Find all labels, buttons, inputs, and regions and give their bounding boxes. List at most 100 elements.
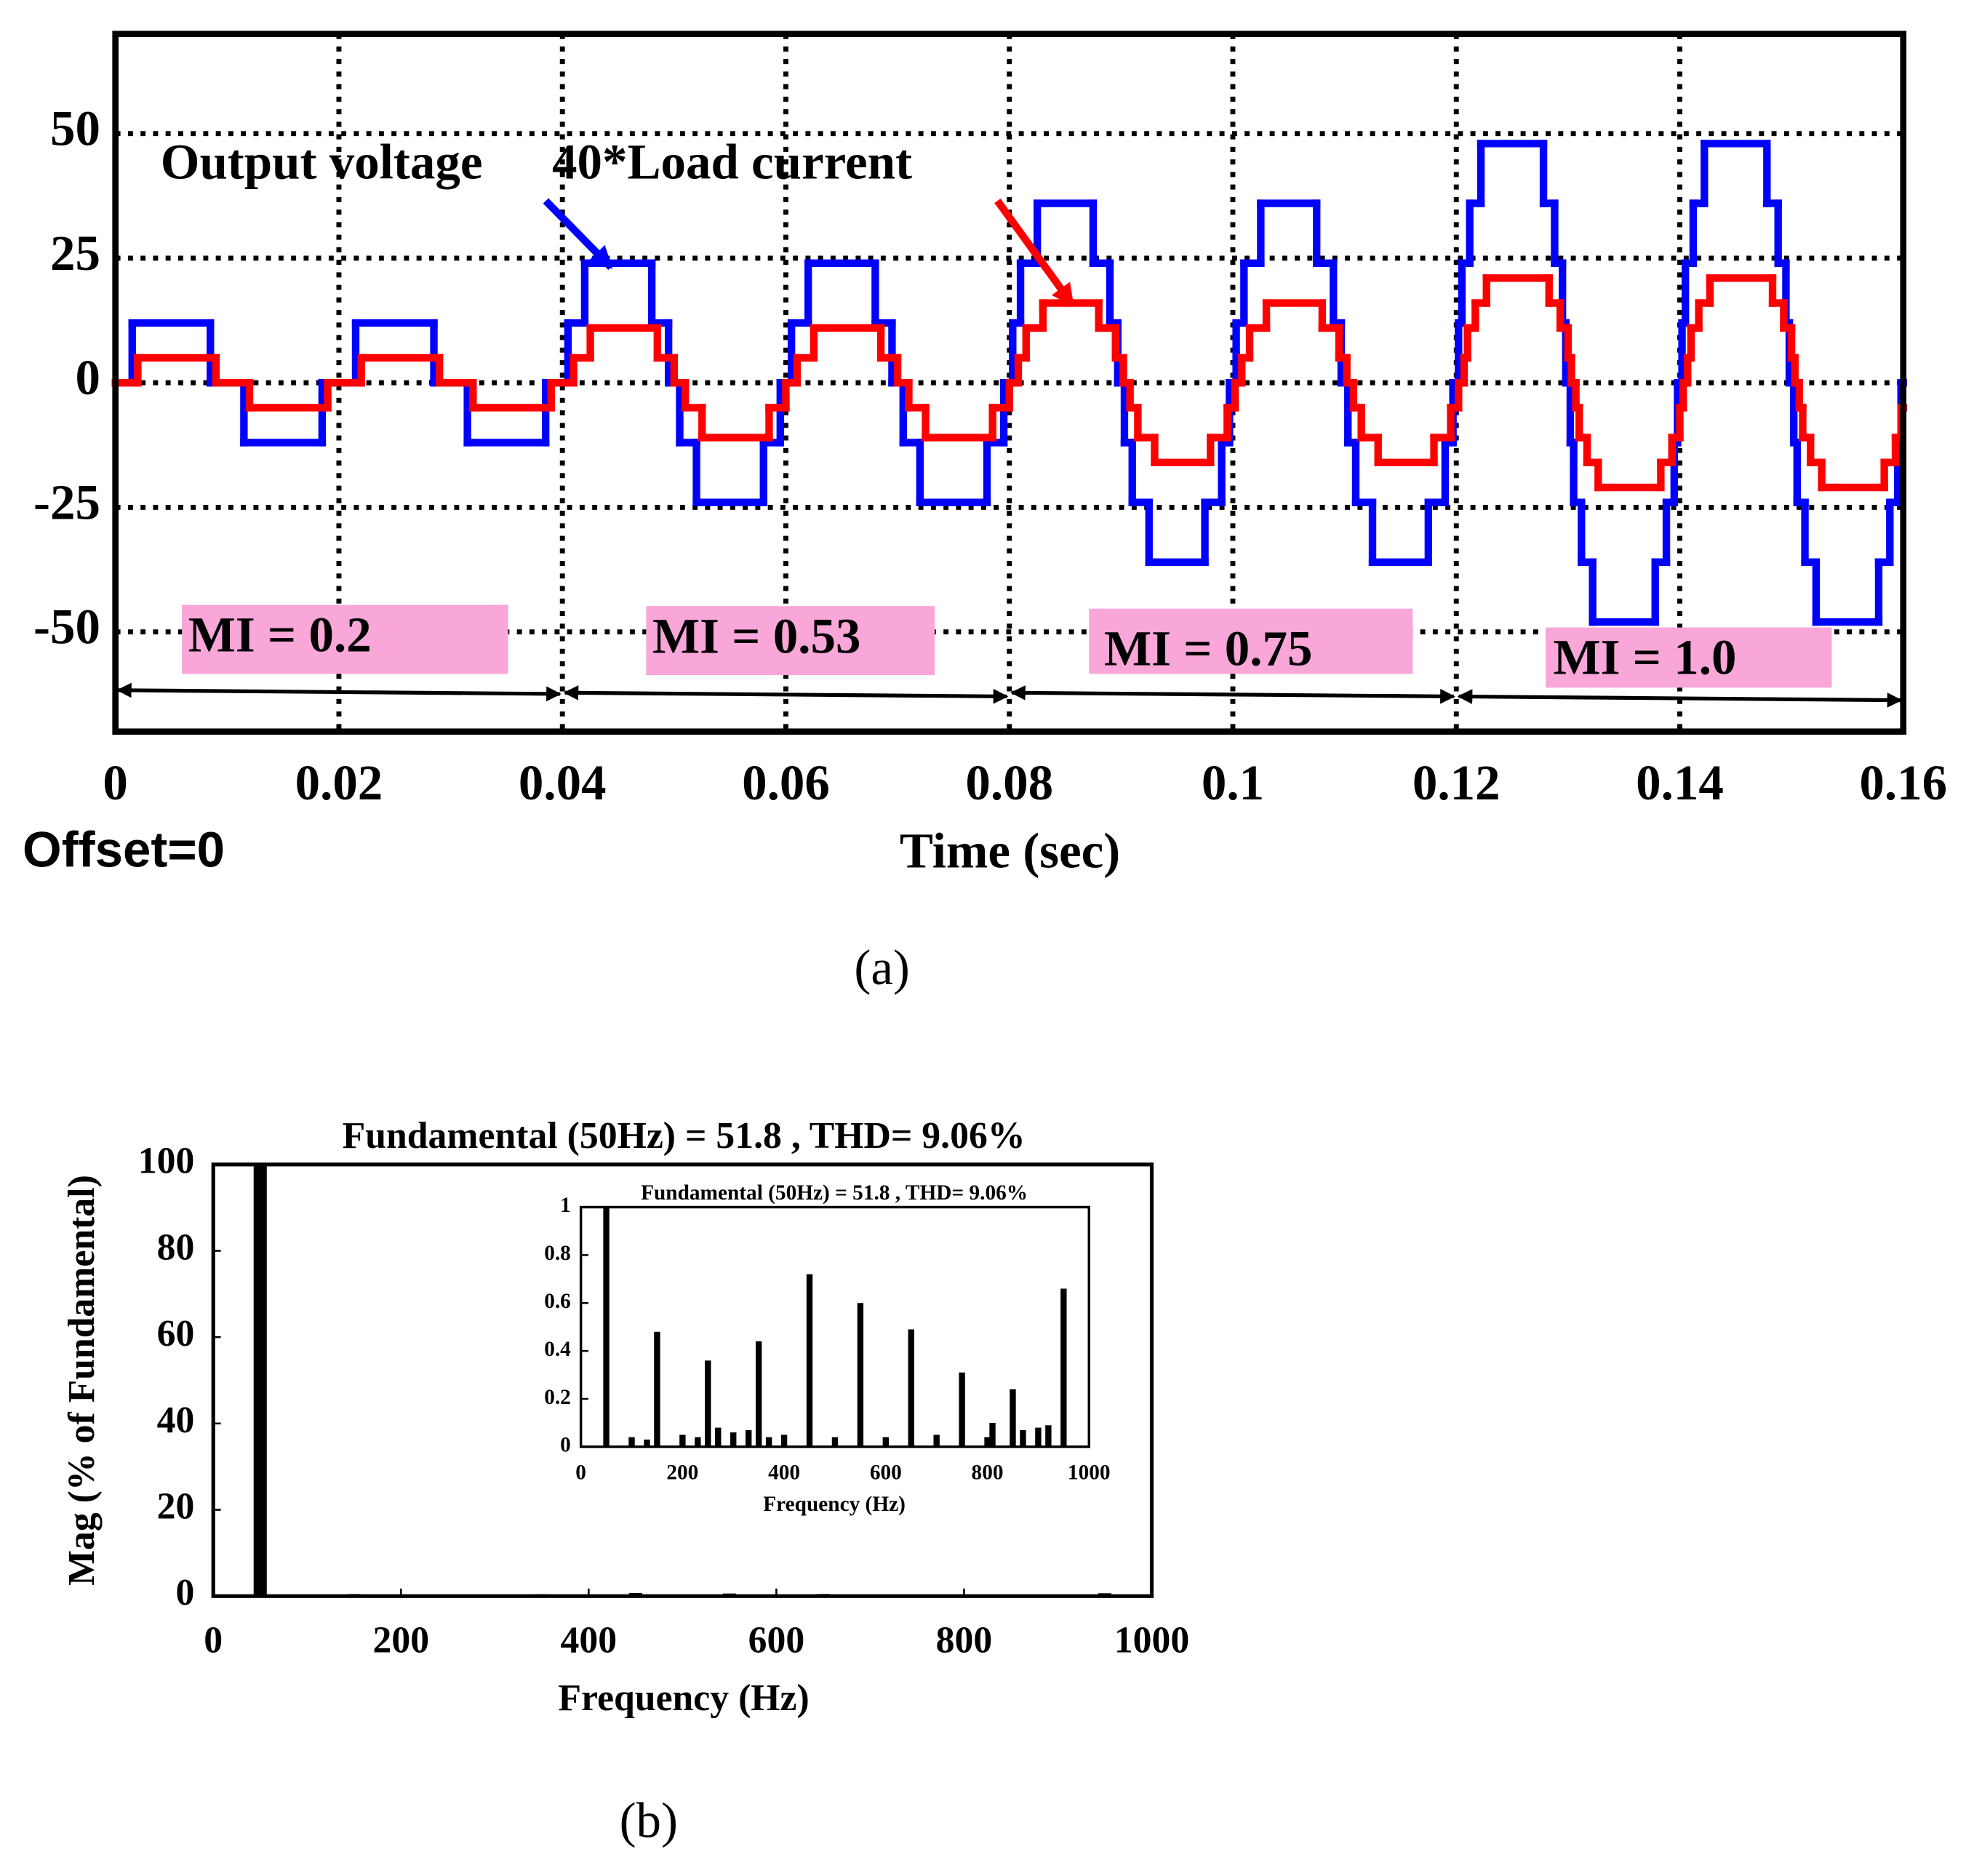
x-tick-label: 0.08	[965, 755, 1053, 810]
bar	[1035, 1427, 1042, 1447]
bar	[679, 1434, 686, 1447]
bar	[908, 1329, 914, 1447]
plot-frame	[211, 1162, 1154, 1598]
x-tick-label: 0.02	[295, 755, 383, 810]
bar	[715, 1427, 722, 1447]
x-tick-label: 0.14	[1636, 755, 1724, 810]
x-axis-label: Time (sec)	[900, 823, 1120, 878]
y-tick-label: 0.2	[544, 1386, 571, 1409]
x-tick-label: 600	[748, 1620, 805, 1661]
x-tick-label: 800	[972, 1461, 1004, 1485]
x-tick-label: 0.12	[1412, 755, 1501, 810]
x-tick-label: 0.04	[519, 755, 607, 810]
x-tick-label: 0.06	[742, 755, 830, 810]
bar	[1020, 1429, 1026, 1447]
y-tick-label: 0.6	[544, 1290, 571, 1313]
bar	[1045, 1425, 1052, 1447]
y-tick-label: 60	[157, 1313, 195, 1354]
bars	[603, 1207, 1067, 1447]
chart: 50 25 0 -25 -50 0 0.02 0.04 0.06 0.08 0.1 0.12 0.14 0…	[23, 31, 1947, 995]
bar	[984, 1437, 991, 1447]
plot-frame	[112, 31, 1907, 735]
bar	[695, 1437, 701, 1447]
chart: 0 0.2 0.4 0.6 0.8 1 0 200 400 600 800 1000 Fundament…	[544, 1181, 1111, 1516]
range-arrow	[1010, 685, 1455, 704]
annotation-box	[1089, 608, 1413, 674]
chart-title: Fundamental (50Hz) = 51.8 , THD= 9.06%	[641, 1181, 1028, 1205]
x-tick-label: 0	[575, 1461, 586, 1485]
plot-frame	[579, 1205, 1090, 1448]
bar	[654, 1331, 660, 1447]
bar	[705, 1360, 711, 1447]
annotation-label: MI = 0.75	[1104, 621, 1312, 676]
y-tick-label: 20	[157, 1485, 195, 1527]
annotation-box	[1546, 627, 1832, 688]
y-tick-label: 80	[157, 1226, 195, 1268]
y-tick-label: 100	[138, 1141, 195, 1182]
annotation-label: MI = 0.2	[188, 607, 372, 663]
x-tick-label: 0	[103, 755, 128, 810]
y-axis-label: Mag (% of Fundamental)	[61, 1175, 103, 1586]
x-tick-label: 0.16	[1859, 755, 1947, 810]
x-tick-label: 400	[561, 1620, 618, 1661]
bar	[857, 1303, 864, 1447]
range-arrow	[116, 682, 562, 702]
y-tick-label: 0.8	[544, 1242, 571, 1265]
x-axis-label: Frequency (Hz)	[763, 1493, 906, 1516]
bar	[755, 1341, 762, 1447]
bar	[628, 1437, 635, 1447]
bar	[730, 1432, 737, 1447]
bar	[253, 1164, 267, 1597]
y-tick-label: 40	[157, 1400, 195, 1441]
x-axis-label: Frequency (Hz)	[558, 1677, 809, 1719]
y-tick-label: 0	[560, 1434, 571, 1457]
x-tick-label: 1000	[1114, 1620, 1189, 1661]
y-tick-label: 50	[50, 101, 100, 156]
series-label: 40*Load current	[552, 134, 912, 189]
bar	[644, 1440, 650, 1447]
annotation-label: MI = 0.53	[652, 608, 860, 663]
annotation-box	[646, 606, 935, 676]
step-series	[111, 274, 1907, 492]
bar	[882, 1437, 890, 1447]
inset-background	[580, 1207, 1090, 1447]
annotation-box	[182, 604, 508, 674]
offset-label: Offset=0	[23, 821, 225, 877]
bar	[959, 1372, 965, 1447]
caption: (a)	[854, 940, 910, 995]
y-tick-label: 0	[175, 1572, 194, 1613]
bar	[1010, 1389, 1016, 1447]
x-tick-label: 0.1	[1202, 755, 1264, 810]
bar	[765, 1437, 772, 1447]
x-tick-label: 1000	[1068, 1461, 1111, 1485]
bar	[933, 1434, 940, 1447]
x-tick-label: 200	[666, 1461, 698, 1485]
series-arrow	[994, 199, 1076, 308]
chart-title: Fundamental (50Hz) = 51.8 , THD= 9.06%	[343, 1115, 1026, 1157]
x-tick-label: 600	[870, 1461, 902, 1485]
bar	[1060, 1288, 1067, 1447]
bar	[780, 1434, 788, 1447]
bar	[806, 1274, 813, 1447]
y-tick-label: 0	[75, 350, 100, 405]
bar	[989, 1423, 996, 1447]
series-arrow	[543, 198, 614, 271]
bar	[603, 1207, 610, 1447]
x-tick-label: 0	[204, 1620, 223, 1661]
range-arrow	[1457, 689, 1903, 708]
x-tick-label: 800	[936, 1620, 993, 1661]
x-tick-label: 200	[372, 1620, 429, 1661]
y-tick-label: 0.4	[544, 1338, 571, 1361]
bar	[831, 1437, 839, 1447]
series-label: Output voltage	[161, 134, 483, 189]
y-tick-label: -50	[33, 599, 100, 655]
y-tick-label: 25	[50, 225, 100, 281]
caption: (b)	[620, 1793, 678, 1848]
bar	[746, 1429, 752, 1447]
y-tick-label: -25	[33, 474, 100, 530]
x-tick-label: 400	[768, 1461, 800, 1485]
range-arrow	[563, 685, 1009, 704]
y-tick-label: 1	[560, 1194, 571, 1217]
